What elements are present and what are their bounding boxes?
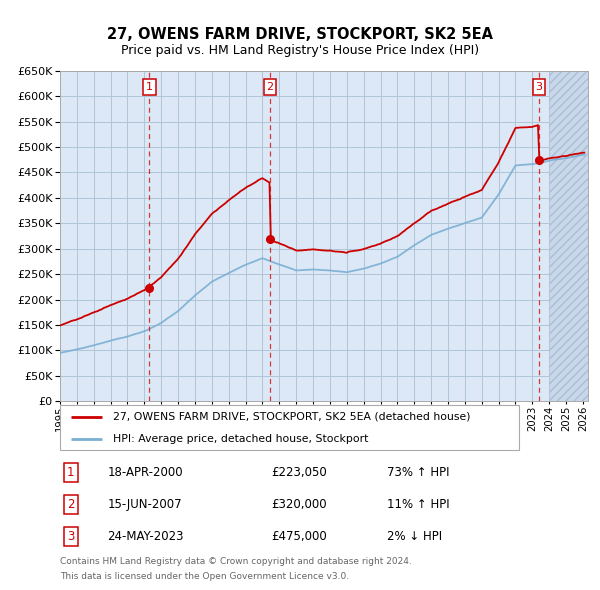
Bar: [549, 71, 592, 401]
Text: 11% ↑ HPI: 11% ↑ HPI: [388, 498, 450, 511]
Text: 73% ↑ HPI: 73% ↑ HPI: [388, 466, 450, 479]
Text: 3: 3: [67, 530, 74, 543]
Text: 2: 2: [266, 82, 274, 92]
Text: Price paid vs. HM Land Registry's House Price Index (HPI): Price paid vs. HM Land Registry's House …: [121, 44, 479, 57]
Text: 15-JUN-2007: 15-JUN-2007: [107, 498, 182, 511]
Text: 1: 1: [67, 466, 74, 479]
Text: 27, OWENS FARM DRIVE, STOCKPORT, SK2 5EA: 27, OWENS FARM DRIVE, STOCKPORT, SK2 5EA: [107, 27, 493, 41]
Text: 3: 3: [535, 82, 542, 92]
Text: 2: 2: [67, 498, 74, 511]
Text: This data is licensed under the Open Government Licence v3.0.: This data is licensed under the Open Gov…: [60, 572, 349, 581]
Text: HPI: Average price, detached house, Stockport: HPI: Average price, detached house, Stoc…: [113, 434, 368, 444]
Text: £223,050: £223,050: [271, 466, 327, 479]
FancyBboxPatch shape: [60, 405, 520, 450]
Text: 2% ↓ HPI: 2% ↓ HPI: [388, 530, 442, 543]
Text: 24-MAY-2023: 24-MAY-2023: [107, 530, 184, 543]
Text: £475,000: £475,000: [271, 530, 327, 543]
Text: £320,000: £320,000: [271, 498, 327, 511]
Text: 1: 1: [146, 82, 153, 92]
Text: 18-APR-2000: 18-APR-2000: [107, 466, 183, 479]
Text: Contains HM Land Registry data © Crown copyright and database right 2024.: Contains HM Land Registry data © Crown c…: [60, 558, 412, 566]
Bar: [549, 71, 592, 401]
Text: 27, OWENS FARM DRIVE, STOCKPORT, SK2 5EA (detached house): 27, OWENS FARM DRIVE, STOCKPORT, SK2 5EA…: [113, 412, 470, 422]
